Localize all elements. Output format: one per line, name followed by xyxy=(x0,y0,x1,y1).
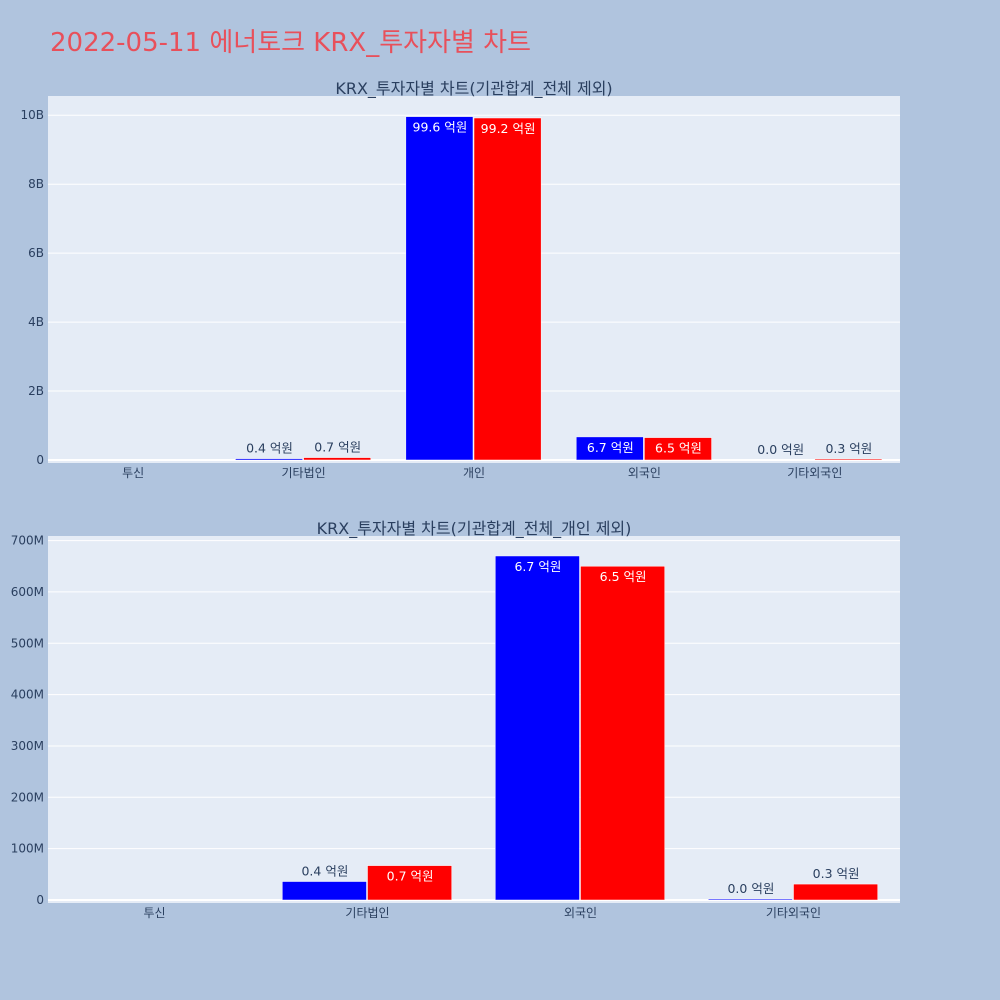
data-label: 6.7 억원 xyxy=(514,559,561,574)
data-label: 0.7 억원 xyxy=(314,440,361,455)
bar xyxy=(814,458,883,461)
bar xyxy=(303,457,372,461)
y-tick-label: 4B xyxy=(28,315,44,329)
bar xyxy=(405,116,474,461)
x-tick-label: 기타법인 xyxy=(345,906,389,920)
chart-title: KRX_투자자별 차트(기관합계_전체_개인 제외) xyxy=(317,519,632,539)
bar xyxy=(580,565,665,901)
data-label: 0.0 억원 xyxy=(727,881,774,896)
y-tick-label: 700M xyxy=(11,534,44,548)
data-label: 6.5 억원 xyxy=(600,569,647,584)
y-tick-label: 200M xyxy=(11,790,44,804)
data-label: 0.3 억원 xyxy=(825,441,872,456)
y-tick-label: 8B xyxy=(28,177,44,191)
x-tick-label: 개인 xyxy=(463,466,485,480)
y-tick-label: 400M xyxy=(11,688,44,702)
y-tick-label: 300M xyxy=(11,739,44,753)
data-label: 6.5 억원 xyxy=(655,441,702,456)
data-label: 0.7 억원 xyxy=(387,869,434,884)
x-tick-label: 기타외국인 xyxy=(787,466,842,480)
bar xyxy=(644,437,712,461)
bar xyxy=(793,883,878,901)
bar xyxy=(575,436,644,461)
x-tick-label: 투신 xyxy=(122,466,144,480)
y-tick-label: 500M xyxy=(11,636,44,650)
bar xyxy=(473,117,542,461)
data-label: 0.0 억원 xyxy=(757,442,804,457)
y-tick-label: 600M xyxy=(11,585,44,599)
data-label: 6.7 억원 xyxy=(587,440,634,455)
bar xyxy=(235,458,303,461)
y-tick-label: 6B xyxy=(28,246,44,260)
x-tick-label: 외국인 xyxy=(564,906,597,920)
data-label: 99.6 억원 xyxy=(413,120,468,135)
bar xyxy=(367,865,452,901)
y-tick-label: 0 xyxy=(36,893,44,907)
chart-title: KRX_투자자별 차트(기관합계_전체 제외) xyxy=(335,79,612,99)
y-tick-label: 100M xyxy=(11,842,44,856)
y-tick-label: 0 xyxy=(36,453,44,467)
data-label: 0.4 억원 xyxy=(301,864,348,879)
plot-area xyxy=(48,536,900,903)
y-tick-label: 2B xyxy=(28,384,44,398)
page-title: 2022-05-11 에너토크 KRX_투자자별 차트 xyxy=(50,28,532,58)
bar xyxy=(495,555,580,901)
x-tick-label: 투신 xyxy=(143,906,165,920)
bar xyxy=(708,898,793,901)
x-tick-label: 외국인 xyxy=(628,466,661,480)
data-label: 0.3 억원 xyxy=(813,866,860,881)
bar xyxy=(282,881,367,901)
x-tick-label: 기타법인 xyxy=(282,466,326,480)
data-label: 0.4 억원 xyxy=(246,441,293,456)
data-label: 99.2 억원 xyxy=(481,121,536,136)
y-tick-label: 10B xyxy=(20,108,44,122)
x-tick-label: 기타외국인 xyxy=(766,906,821,920)
